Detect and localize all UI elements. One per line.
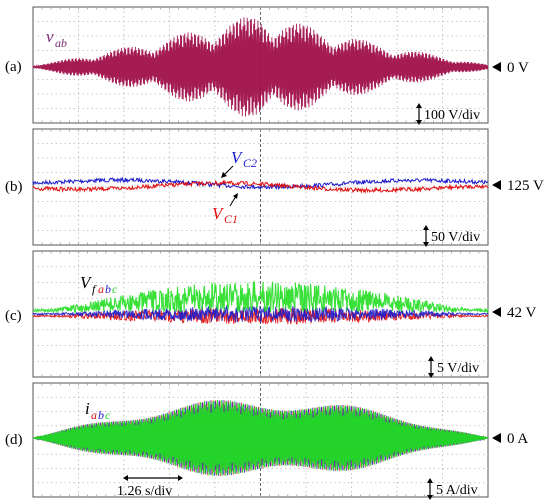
trace-label-vfabc-main: V (80, 273, 93, 292)
trace-label-vfabc-f: f (92, 282, 97, 296)
panel-c: (c) V f a b c 42 V 5 V/div (5, 250, 536, 378)
time-scale-label: 1.26 s/div (117, 484, 172, 499)
panel-b-reference-marker (492, 180, 501, 190)
panel-c-reference-marker (492, 307, 501, 317)
trace-label-vfabc-a: a (98, 282, 104, 296)
panel-b-reference-label: 125 V (507, 178, 544, 194)
panel-a-scale-arrow (416, 103, 422, 125)
trace-label-vc2-sub: C2 (243, 156, 257, 170)
panel-b-scale-label: 50 V/div (431, 230, 480, 245)
trace-label-vc2: V C2 (231, 148, 257, 170)
panel-c-grid (33, 251, 488, 377)
trace-vc2 (32, 176, 489, 190)
trace-vfb (32, 304, 489, 323)
trace-label-iabc-a: a (91, 408, 97, 422)
trace-label-vc1: V C1 (212, 204, 238, 226)
panel-d-scale-label: 5 A/div (436, 483, 478, 498)
trace-label-vfabc: V f a b c (80, 273, 118, 296)
trace-vab (32, 17, 489, 117)
trace-vfc (32, 281, 489, 314)
panel-a-reference-marker (492, 62, 501, 72)
trace-label-vab: v ab (46, 27, 67, 50)
trace-label-vc1-main: V (212, 204, 225, 223)
trace-ic (32, 399, 489, 476)
panel-d-traces (32, 399, 489, 477)
panel-d: (d) i a b c 0 A 1.26 s/div 5 A/div (5, 382, 528, 500)
trace-label-vc1-sub: C1 (224, 212, 238, 226)
panel-d-reference-marker (492, 433, 501, 443)
panel-d-scale-arrow (427, 478, 433, 500)
panel-a: (a) v ab 0 V 100 V/div (5, 6, 529, 125)
trace-label-iabc: i a b c (85, 399, 111, 422)
trace-label-vfabc-c: c (112, 282, 118, 296)
trace-label-vab-sub: ab (55, 36, 67, 50)
trace-label-vfabc-b: b (105, 282, 111, 296)
trace-label-vc1-arrow (229, 193, 238, 207)
trace-label-vab-main: v (46, 27, 54, 46)
trace-vc1 (32, 179, 489, 194)
panel-c-letter: (c) (5, 308, 22, 324)
panel-c-scale-label: 5 V/div (437, 361, 479, 376)
panel-c-traces (32, 281, 489, 325)
trace-label-iabc-b: b (98, 408, 104, 422)
panel-a-reference-label: 0 V (507, 60, 529, 76)
panel-a-scale-label: 100 V/div (424, 108, 480, 123)
panel-a-traces (32, 17, 489, 117)
panel-c-reference-label: 42 V (507, 305, 536, 321)
trace-label-vc2-main: V (231, 148, 244, 167)
panel-b-traces (32, 176, 489, 194)
trace-label-iabc-main: i (85, 399, 90, 418)
panel-b-grid (33, 129, 488, 245)
trace-label-iabc-c: c (105, 408, 111, 422)
panel-d-reference-label: 0 A (507, 431, 528, 447)
panel-b-scale-arrow (423, 225, 429, 247)
trace-label-vc2-arrow (221, 165, 234, 178)
panel-a-letter: (a) (5, 59, 22, 75)
panel-d-letter: (d) (5, 432, 23, 448)
time-scale-arrow (123, 475, 183, 481)
panel-b: (b) V C2 V C1 125 V 50 V/div (5, 128, 544, 247)
panel-b-letter: (b) (5, 179, 23, 195)
panel-c-scale-arrow (428, 356, 434, 378)
